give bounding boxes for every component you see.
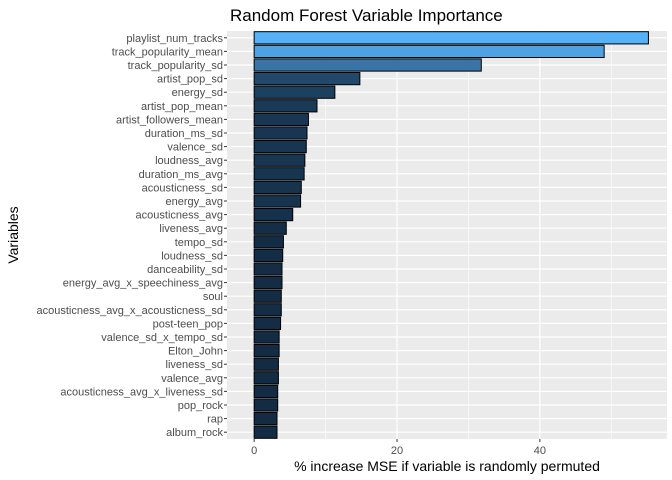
bar-track_popularity_mean [253,44,605,59]
y-tick-label-track_popularity_mean: track_popularity_mean [112,46,223,58]
y-tick-label-acousticness_avg_x_acousticness_sd: acousticness_avg_x_acousticness_sd [36,305,223,317]
bar-energy_avg [253,194,302,208]
bar-valence_sd [253,139,307,154]
x-tick-label-40: 40 [534,445,546,457]
bar-soul [253,289,282,303]
bar-playlist_num_tracks [253,31,649,45]
bar-duration_ms_sd [253,126,308,140]
y-tick-label-energy_avg: energy_avg [166,196,224,208]
y-tick-marks [224,37,227,433]
bar-tempo_sd [253,235,284,249]
bar-acousticness_avg_x_acousticness_sd [253,303,282,317]
bar-artist_followers_mean [253,112,309,127]
x-axis: 0 20 40 [251,439,546,457]
y-tick-label-liveness_avg: liveness_avg [159,223,223,235]
bar-acousticness_avg [253,207,294,222]
y-tick-label-artist_pop_sd: artist_pop_sd [157,74,223,86]
y-tick-label-playlist_num_tracks: playlist_num_tracks [126,33,223,45]
bar-acousticness_sd [253,180,302,195]
y-tick-label-soul: soul [203,291,223,303]
bar-rap [253,411,278,426]
bar-loudness_avg [253,153,306,167]
bar-danceability_sd [253,262,283,276]
bar-liveness_sd [253,357,279,371]
bar-valence_sd_x_tempo_sd [253,330,280,344]
y-tick-label-artist_pop_mean: artist_pop_mean [141,101,223,113]
y-tick-label-valence_avg: valence_avg [161,373,223,385]
plot-panel [227,31,667,439]
y-tick-label-pop_rock: pop_rock [178,400,224,412]
y-axis-title: Variables [5,206,21,263]
bar-artist_pop_sd [253,71,361,86]
y-tick-labels: playlist_num_trackstrack_popularity_mean… [36,33,223,439]
y-tick-label-energy_avg_x_speechiness_avg: energy_avg_x_speechiness_avg [63,278,223,290]
y-tick-label-liveness_sd: liveness_sd [166,359,223,371]
y-tick-label-acousticness_avg: acousticness_avg [136,210,223,222]
bar-track_popularity_sd [253,58,482,72]
bar-loudness_sd [253,248,284,263]
y-tick-label-loudness_sd: loudness_sd [161,250,223,262]
bars [253,31,649,439]
y-tick-label-track_popularity_sd: track_popularity_sd [128,60,223,72]
y-tick-label-danceability_sd: danceability_sd [147,264,223,276]
y-tick-label-acousticness_sd: acousticness_sd [142,182,223,194]
bar-artist_pop_mean [253,99,318,113]
bar-pop_rock [253,398,279,412]
bar-valence_avg [253,371,279,385]
chart-title: Random Forest Variable Importance [230,6,503,25]
y-tick-label-valence_sd_x_tempo_sd: valence_sd_x_tempo_sd [101,332,223,344]
y-tick-label-rap: rap [207,414,223,426]
y-tick-label-acousticness_avg_x_liveness_sd: acousticness_avg_x_liveness_sd [60,386,223,398]
y-tick-label-Elton_John: Elton_John [168,346,223,358]
bar-Elton_John [253,343,280,358]
y-tick-label-tempo_sd: tempo_sd [175,237,223,249]
bar-energy_sd [253,85,336,99]
y-tick-label-post-teen_pop: post-teen_pop [153,318,223,330]
bar-album_rock [253,425,278,439]
y-tick-label-artist_followers_mean: artist_followers_mean [116,114,223,126]
y-tick-label-valence_sd: valence_sd [167,142,223,154]
x-tick-label-20: 20 [391,445,403,457]
x-axis-title: % increase MSE if variable is randomly p… [294,458,600,474]
y-tick-label-loudness_avg: loudness_avg [155,155,223,167]
bar-energy_avg_x_speechiness_avg [253,275,283,290]
bar-liveness_avg [253,221,287,235]
y-tick-label-album_rock: album_rock [166,427,223,439]
x-tick-label-0: 0 [251,445,257,457]
y-tick-label-duration_ms_sd: duration_ms_sd [145,128,223,140]
bar-duration_ms_avg [253,167,305,181]
y-tick-label-duration_ms_avg: duration_ms_avg [139,169,223,181]
bar-post-teen_pop [253,316,282,331]
bar-acousticness_avg_x_liveness_sd [253,384,279,399]
y-tick-label-energy_sd: energy_sd [172,87,223,99]
